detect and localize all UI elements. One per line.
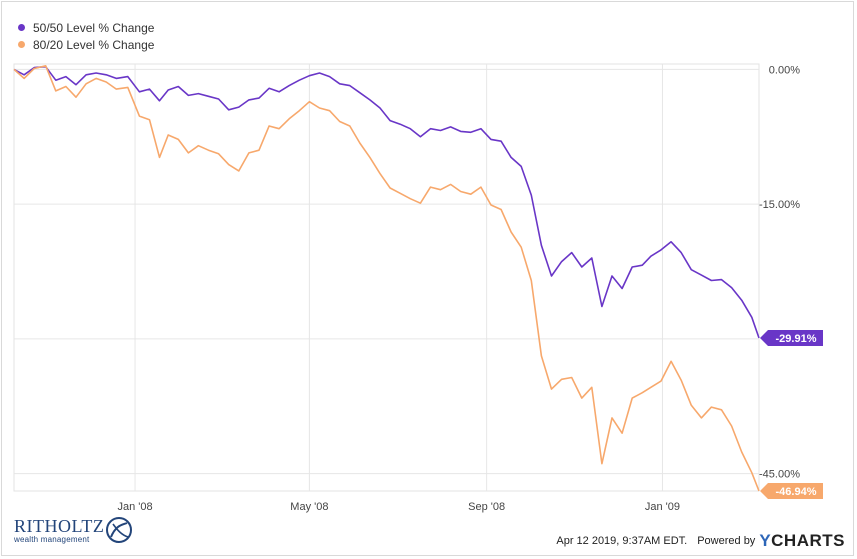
ritholtz-emblem-icon (106, 517, 133, 543)
y-tick-label: -15.00% (759, 199, 800, 211)
timestamp: Apr 12 2019, 9:37AM EDT. (556, 535, 688, 547)
series-line-0 (13, 65, 760, 339)
last-value-label: -46.94% (776, 486, 817, 498)
legend-label-50-50: 50/50 Level % Change (33, 20, 155, 35)
x-tick-label: Jan '08 (117, 501, 152, 513)
ritholtz-logo: RITHOLTZ wealth management (14, 517, 134, 545)
ycharts-logo[interactable]: YCHARTS (759, 531, 845, 551)
legend-marker-50-50 (18, 24, 25, 31)
powered-by-text: Powered by (697, 535, 756, 547)
legend-item-80-20[interactable]: 80/20 Level % Change (18, 36, 154, 53)
last-value-flag (760, 483, 823, 499)
last-value-flag (760, 330, 823, 347)
y-tick-label: 0.00% (769, 64, 800, 76)
legend: 50/50 Level % Change 80/20 Level % Chang… (18, 19, 154, 53)
ycharts-logo-text: CHARTS (771, 531, 845, 550)
legend-label-80-20: 80/20 Level % Change (33, 37, 155, 52)
plot-area (13, 63, 760, 492)
legend-item-50-50[interactable]: 50/50 Level % Change (18, 19, 154, 36)
x-tick-label: May '08 (290, 501, 328, 513)
x-tick-label: Sep '08 (468, 501, 505, 513)
ycharts-logo-y: Y (759, 531, 772, 550)
x-tick-label: Jan '09 (645, 501, 680, 513)
footer-attribution: Apr 12 2019, 9:37AM EDT. Powered by YCHA… (556, 531, 845, 551)
series-line-1 (13, 65, 760, 492)
brand-subtitle: wealth management (14, 535, 90, 544)
legend-marker-80-20 (18, 41, 25, 48)
brand-name: RITHOLTZ (14, 516, 105, 536)
y-tick-label: -45.00% (759, 469, 800, 481)
last-value-label: -29.91% (776, 333, 817, 345)
